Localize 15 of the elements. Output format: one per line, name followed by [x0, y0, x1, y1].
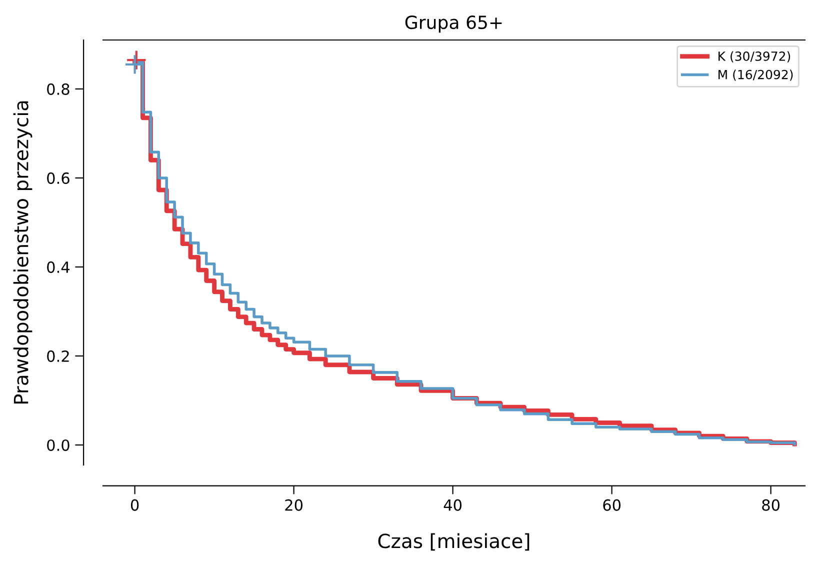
x-tick-label: 0: [130, 499, 139, 511]
x-tick-label: 20: [285, 499, 303, 511]
x-tick-label: 40: [444, 499, 462, 511]
x-tick-label: 60: [603, 499, 621, 511]
chart-title: Grupa 65+: [405, 15, 502, 33]
legend-label: M (16/2092): [718, 70, 793, 81]
legend-label: K (30/3972): [718, 51, 790, 62]
y-tick-label: 0.2: [47, 350, 69, 362]
y-tick-label: 0.4: [47, 261, 70, 273]
y-tick-label: 0.6: [47, 172, 70, 184]
y-axis-title: Prawdopodobienstwo przezycia: [13, 101, 32, 404]
x-tick-label: 80: [762, 499, 780, 511]
y-tick-label: 0.0: [47, 439, 70, 451]
y-tick-label: 0.8: [47, 83, 70, 95]
x-axis-title: Czas [miesiace]: [378, 533, 530, 551]
